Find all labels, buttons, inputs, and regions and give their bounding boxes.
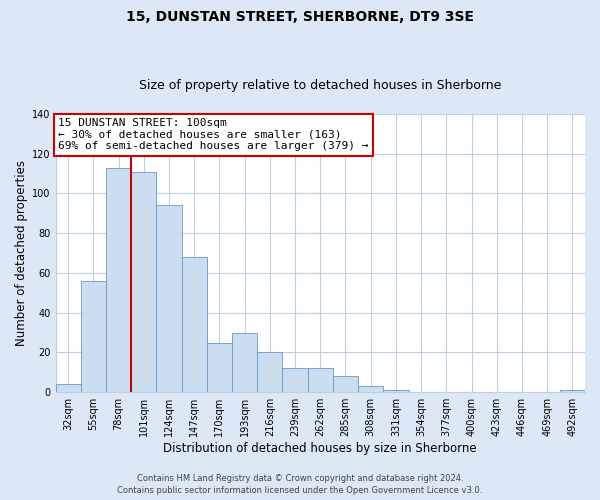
Bar [207,342,232,392]
Text: 15, DUNSTAN STREET, SHERBORNE, DT9 3SE: 15, DUNSTAN STREET, SHERBORNE, DT9 3SE [126,10,474,24]
Bar [560,390,585,392]
Bar [56,384,81,392]
Bar [106,168,131,392]
Bar [131,172,157,392]
Bar [81,281,106,392]
Text: 15 DUNSTAN STREET: 100sqm
← 30% of detached houses are smaller (163)
69% of semi: 15 DUNSTAN STREET: 100sqm ← 30% of detac… [58,118,368,151]
Bar [257,352,283,392]
Title: Size of property relative to detached houses in Sherborne: Size of property relative to detached ho… [139,79,502,92]
Bar [308,368,333,392]
Text: Contains HM Land Registry data © Crown copyright and database right 2024.
Contai: Contains HM Land Registry data © Crown c… [118,474,482,495]
Bar [232,332,257,392]
Bar [383,390,409,392]
Bar [358,386,383,392]
Bar [283,368,308,392]
Bar [182,257,207,392]
Bar [333,376,358,392]
Y-axis label: Number of detached properties: Number of detached properties [15,160,28,346]
X-axis label: Distribution of detached houses by size in Sherborne: Distribution of detached houses by size … [163,442,477,455]
Bar [157,206,182,392]
